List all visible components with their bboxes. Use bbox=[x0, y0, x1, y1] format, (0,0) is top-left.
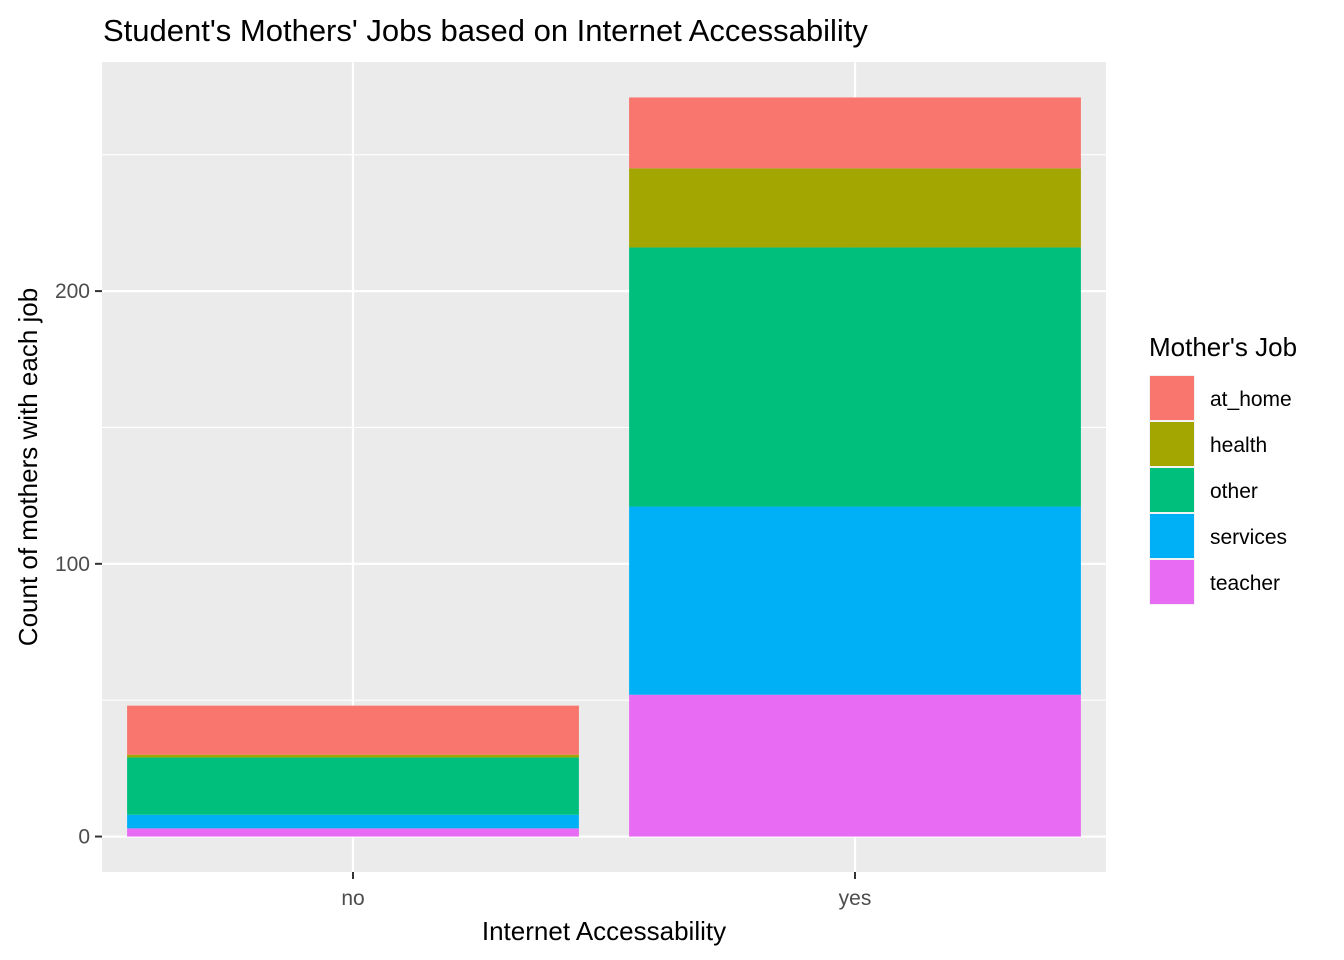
legend-swatch-health bbox=[1150, 422, 1194, 466]
y-tick-label: 200 bbox=[55, 280, 90, 303]
bar-other-no bbox=[127, 757, 579, 815]
legend-label-services: services bbox=[1210, 526, 1287, 549]
legend-title: Mother's Job bbox=[1149, 332, 1297, 362]
bar-services-no bbox=[127, 814, 579, 829]
x-tick-label: yes bbox=[839, 887, 872, 910]
bar-at_home-yes bbox=[629, 97, 1081, 169]
legend-label-other: other bbox=[1210, 480, 1258, 503]
legend-swatch-at_home bbox=[1150, 376, 1194, 420]
bar-services-yes bbox=[629, 506, 1081, 695]
y-tick-label: 100 bbox=[55, 553, 90, 576]
bars bbox=[127, 97, 1081, 837]
x-axis-title: Internet Accessability bbox=[482, 916, 726, 946]
bar-health-yes bbox=[629, 168, 1081, 248]
bar-health-no bbox=[127, 754, 579, 758]
x-tick-label: no bbox=[341, 887, 364, 910]
legend-swatch-services bbox=[1150, 514, 1194, 558]
y-axis-title: Count of mothers with each job bbox=[13, 288, 43, 646]
y-tick-label: 0 bbox=[78, 826, 90, 849]
legend-label-at_home: at_home bbox=[1210, 388, 1292, 411]
legend-label-teacher: teacher bbox=[1210, 572, 1280, 595]
chart-title: Student's Mothers' Jobs based on Interne… bbox=[103, 13, 868, 48]
bar-at_home-no bbox=[127, 705, 579, 755]
bar-teacher-no bbox=[127, 828, 579, 837]
x-axis: no yes bbox=[341, 872, 871, 910]
legend-label-health: health bbox=[1210, 434, 1267, 457]
legend-swatch-other bbox=[1150, 468, 1194, 512]
legend-swatch-teacher bbox=[1150, 560, 1194, 604]
bar-other-yes bbox=[629, 247, 1081, 507]
y-axis: 0 100 200 bbox=[55, 280, 102, 849]
bar-teacher-yes bbox=[629, 694, 1081, 837]
